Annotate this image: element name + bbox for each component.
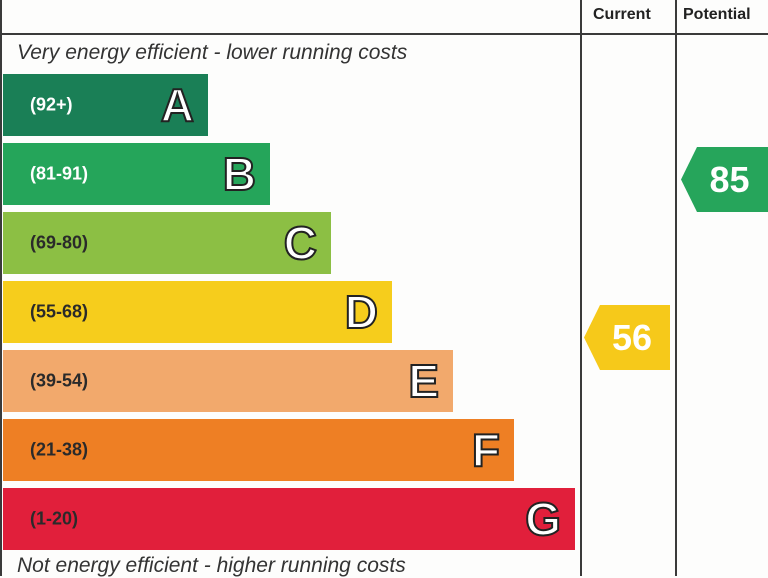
current-column-divider — [580, 0, 582, 576]
current-column-header: Current — [593, 6, 651, 23]
current-rating-value: 56 — [611, 316, 653, 358]
top-caption: Very energy efficient - lower running co… — [17, 41, 408, 64]
bottom-caption: Not energy efficient - higher running co… — [17, 554, 406, 577]
band-bar-g: (1-20) G — [3, 488, 575, 550]
band-letter: C — [283, 216, 318, 270]
band-bar-a: (92+) A — [3, 74, 208, 136]
band-range: (1-20) — [30, 508, 79, 529]
band-letter: G — [524, 492, 562, 546]
potential-rating-badge: 85 — [681, 147, 768, 212]
header-divider — [0, 33, 768, 35]
band-range: (55-68) — [30, 301, 89, 322]
band-range: (81-91) — [30, 163, 89, 184]
potential-column-header: Potential — [683, 6, 751, 23]
left-border — [0, 0, 2, 576]
band-range: (21-38) — [30, 439, 89, 460]
band-bar-d: (55-68) D — [3, 281, 392, 343]
band-letter: E — [407, 354, 440, 408]
band-range: (39-54) — [30, 370, 89, 391]
band-letter: F — [471, 423, 501, 477]
current-rating-badge: 56 — [584, 305, 670, 370]
potential-rating-value: 85 — [709, 158, 750, 200]
band-range: (92+) — [30, 94, 73, 115]
band-bar-c: (69-80) C — [3, 212, 331, 274]
band-letter: B — [222, 147, 257, 201]
band-bar-b: (81-91) B — [3, 143, 270, 205]
band-letter: A — [160, 78, 195, 132]
band-range: (69-80) — [30, 232, 89, 253]
potential-column-divider — [675, 0, 677, 576]
band-letter: D — [344, 285, 379, 339]
band-bar-e: (39-54) E — [3, 350, 453, 412]
band-bar-f: (21-38) F — [3, 419, 514, 481]
